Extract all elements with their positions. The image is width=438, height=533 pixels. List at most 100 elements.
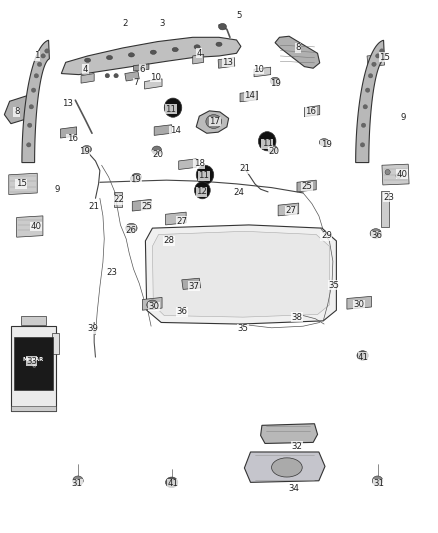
Text: 34: 34 xyxy=(289,484,300,493)
Text: 19: 19 xyxy=(321,141,332,149)
Ellipse shape xyxy=(268,145,277,154)
Polygon shape xyxy=(304,106,320,117)
Text: 25: 25 xyxy=(301,182,312,191)
Ellipse shape xyxy=(126,223,137,233)
Ellipse shape xyxy=(319,139,329,146)
Text: 19: 19 xyxy=(131,175,141,184)
Text: 14: 14 xyxy=(244,92,255,100)
Text: 29: 29 xyxy=(321,231,332,240)
Polygon shape xyxy=(60,127,77,138)
Ellipse shape xyxy=(372,476,383,486)
Polygon shape xyxy=(145,225,336,324)
Ellipse shape xyxy=(114,74,118,78)
Polygon shape xyxy=(244,452,325,482)
Text: 33: 33 xyxy=(26,357,37,366)
Text: 19: 19 xyxy=(79,148,89,156)
Text: 32: 32 xyxy=(291,442,303,450)
Ellipse shape xyxy=(380,49,384,53)
Polygon shape xyxy=(4,96,32,124)
Polygon shape xyxy=(17,216,43,237)
Text: 30: 30 xyxy=(353,301,365,309)
Text: 40: 40 xyxy=(30,222,42,231)
Ellipse shape xyxy=(172,47,178,52)
Polygon shape xyxy=(275,36,320,68)
Polygon shape xyxy=(152,231,329,317)
Text: 17: 17 xyxy=(209,117,220,126)
Text: 36: 36 xyxy=(176,308,187,316)
Ellipse shape xyxy=(219,23,226,30)
Ellipse shape xyxy=(28,123,32,127)
Text: 40: 40 xyxy=(396,170,408,179)
Text: 20: 20 xyxy=(152,150,163,159)
Polygon shape xyxy=(11,406,56,411)
Ellipse shape xyxy=(270,77,280,85)
Text: 41: 41 xyxy=(167,479,179,488)
Ellipse shape xyxy=(32,88,36,92)
Ellipse shape xyxy=(132,173,141,181)
Text: 4: 4 xyxy=(83,65,88,74)
Ellipse shape xyxy=(372,62,376,67)
Polygon shape xyxy=(347,296,371,309)
Text: 23: 23 xyxy=(383,193,395,201)
Polygon shape xyxy=(278,203,299,216)
Ellipse shape xyxy=(131,175,139,182)
Text: 8: 8 xyxy=(295,44,300,52)
Ellipse shape xyxy=(194,182,210,199)
Polygon shape xyxy=(145,79,162,89)
Polygon shape xyxy=(14,337,53,390)
Text: 24: 24 xyxy=(233,189,244,197)
Polygon shape xyxy=(142,297,162,310)
Ellipse shape xyxy=(206,115,222,128)
Text: 16: 16 xyxy=(305,108,317,116)
Text: 12: 12 xyxy=(196,188,207,196)
Ellipse shape xyxy=(27,143,31,147)
Ellipse shape xyxy=(396,173,401,179)
Text: 31: 31 xyxy=(71,479,82,488)
Ellipse shape xyxy=(357,351,368,360)
Polygon shape xyxy=(182,278,201,289)
Text: 2: 2 xyxy=(122,20,127,28)
Text: 3: 3 xyxy=(159,20,165,28)
Text: 14: 14 xyxy=(170,126,181,135)
Ellipse shape xyxy=(216,42,222,46)
Polygon shape xyxy=(81,74,94,83)
Text: 30: 30 xyxy=(148,302,160,311)
Text: 9: 9 xyxy=(54,185,60,193)
Polygon shape xyxy=(114,192,122,207)
Text: 8: 8 xyxy=(14,108,19,116)
Text: 20: 20 xyxy=(268,148,279,156)
Ellipse shape xyxy=(105,74,110,78)
Polygon shape xyxy=(367,54,385,67)
Polygon shape xyxy=(356,40,385,163)
Text: 21: 21 xyxy=(240,165,251,173)
Polygon shape xyxy=(11,326,56,411)
Polygon shape xyxy=(382,164,409,185)
Ellipse shape xyxy=(164,98,182,117)
Polygon shape xyxy=(155,233,183,252)
Ellipse shape xyxy=(82,146,92,153)
Ellipse shape xyxy=(368,74,373,78)
Ellipse shape xyxy=(85,58,91,62)
Text: 11: 11 xyxy=(198,172,209,180)
Text: 31: 31 xyxy=(373,479,385,488)
Polygon shape xyxy=(254,67,271,77)
Ellipse shape xyxy=(73,476,83,486)
Text: 11: 11 xyxy=(261,140,273,148)
Polygon shape xyxy=(240,91,258,102)
Text: 25: 25 xyxy=(141,202,152,211)
Text: 10: 10 xyxy=(150,73,161,82)
Polygon shape xyxy=(218,58,235,68)
Text: 19: 19 xyxy=(271,79,281,88)
Ellipse shape xyxy=(166,477,178,488)
Polygon shape xyxy=(297,180,316,192)
Ellipse shape xyxy=(360,143,365,147)
Text: 10: 10 xyxy=(253,65,264,74)
Polygon shape xyxy=(134,64,149,71)
Text: 27: 27 xyxy=(286,206,297,215)
Ellipse shape xyxy=(29,104,34,109)
Text: 7: 7 xyxy=(133,78,138,87)
Ellipse shape xyxy=(34,74,39,78)
Text: 13: 13 xyxy=(222,58,233,67)
Ellipse shape xyxy=(150,50,156,54)
Polygon shape xyxy=(21,316,46,325)
